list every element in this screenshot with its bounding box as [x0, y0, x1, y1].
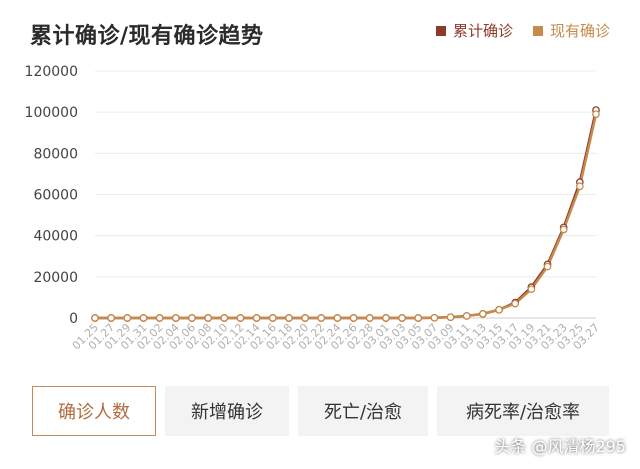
y-tick-label-0: 0	[69, 311, 78, 327]
data-point-s1-15	[333, 314, 342, 322]
trend-line-chart: 02000040000600008000010000012000001.2501…	[25, 64, 603, 352]
tab-fatality-recovery-rate[interactable]: 病死率/治愈率	[437, 386, 609, 436]
chart-title: 累计确诊/现有确诊趋势	[30, 24, 264, 49]
data-point-s1-30	[575, 182, 584, 191]
data-point-s1-28	[543, 262, 552, 271]
y-tick-label-100000: 100000	[25, 105, 78, 121]
data-point-s1-6	[188, 314, 196, 322]
data-point-s1-22	[446, 313, 455, 322]
data-point-s1-1	[107, 314, 116, 322]
data-point-s1-24	[479, 310, 487, 318]
data-point-s1-9	[236, 314, 245, 322]
legend-item-current[interactable]: 现有确诊	[532, 20, 610, 41]
data-point-s1-14	[317, 314, 326, 322]
data-point-s1-21	[430, 313, 439, 322]
legend: 累计确诊 现有确诊	[435, 20, 610, 41]
data-point-s1-3	[139, 314, 148, 322]
data-point-s1-16	[349, 314, 358, 322]
data-point-s1-11	[268, 314, 277, 322]
tab-new-confirmed[interactable]: 新增确诊	[165, 386, 289, 436]
data-point-s1-5	[171, 314, 180, 322]
legend-swatch-current	[532, 25, 543, 36]
legend-label-cumulative: 累计确诊	[452, 22, 513, 40]
data-point-s1-27	[527, 285, 536, 294]
data-point-s1-20	[414, 314, 423, 322]
y-tick-label-60000: 60000	[33, 188, 78, 204]
y-tick-label-20000: 20000	[33, 270, 78, 286]
legend-swatch-cumulative	[435, 25, 446, 36]
data-point-s1-26	[511, 299, 520, 308]
data-point-s1-29	[559, 225, 568, 234]
data-point-s1-8	[220, 314, 229, 322]
data-point-s1-13	[301, 314, 309, 322]
data-point-s1-10	[252, 314, 261, 322]
legend-label-current: 现有确诊	[549, 22, 610, 40]
data-point-s1-7	[204, 314, 212, 322]
data-point-s1-19	[398, 314, 406, 322]
data-point-s1-12	[285, 314, 293, 322]
y-tick-label-80000: 80000	[33, 146, 78, 162]
series-line-0	[95, 109, 598, 320]
y-tick-label-40000: 40000	[33, 229, 78, 245]
data-point-s1-31	[592, 110, 600, 119]
data-point-s1-17	[365, 314, 374, 322]
y-tick-label-120000: 120000	[25, 64, 78, 80]
data-point-s1-18	[382, 314, 390, 322]
data-point-s1-2	[123, 314, 132, 322]
tab-confirmed-count[interactable]: 确诊人数	[32, 386, 156, 436]
tab-bar: 确诊人数 新增确诊 死亡/治愈 病死率/治愈率	[32, 386, 609, 436]
legend-item-cumulative[interactable]: 累计确诊	[435, 20, 513, 41]
data-point-s1-25	[495, 305, 503, 314]
tab-deaths-recovered[interactable]: 死亡/治愈	[298, 386, 428, 436]
data-point-s1-23	[462, 312, 471, 320]
series-line-1	[95, 113, 598, 320]
data-point-s1-4	[155, 314, 164, 322]
watermark-text: 头条 @风清杨295	[494, 437, 626, 456]
data-point-s1-0	[91, 314, 99, 322]
